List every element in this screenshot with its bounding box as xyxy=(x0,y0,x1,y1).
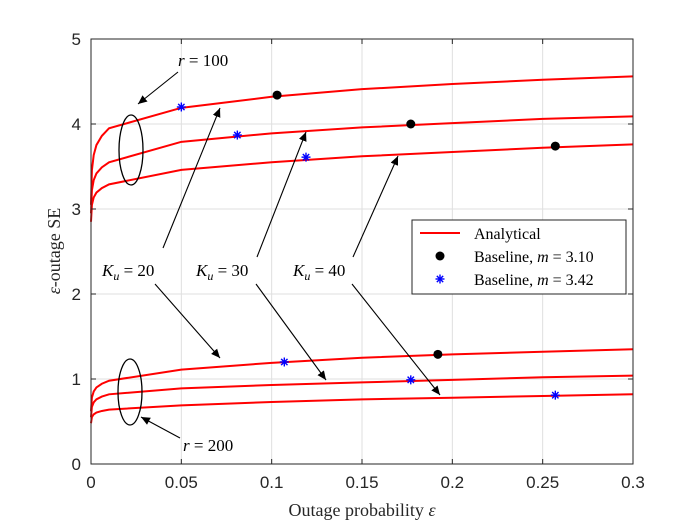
analytical-curve xyxy=(90,348,634,412)
analytical-curve xyxy=(90,374,634,418)
r200-group-ellipse xyxy=(117,358,143,426)
r200-arrow xyxy=(140,416,181,439)
ku20-arrow-down xyxy=(154,283,221,359)
legend-analytical-label: Analytical xyxy=(474,226,541,243)
ku30-label: Ku = 30 xyxy=(195,261,248,283)
y-axis-title: ε-outage SE xyxy=(44,208,64,295)
ku30-arrow-up xyxy=(256,131,307,258)
axis-ticks xyxy=(90,38,634,465)
x-tick-label: 0.05 xyxy=(165,473,198,492)
x-tick-label: 0.15 xyxy=(345,473,378,492)
legend-baseline-342-label: Baseline, m = 3.42 xyxy=(474,272,594,289)
baseline-310-point xyxy=(433,349,443,359)
r200-label: r = 200 xyxy=(183,436,233,455)
baseline-310-point xyxy=(272,90,282,100)
legend: Analytical Baseline, m = 3.10 Baseline, … xyxy=(411,219,627,295)
r100-group-ellipse xyxy=(118,114,144,186)
baseline-342-point xyxy=(406,375,416,385)
x-tick-label: 0.1 xyxy=(260,473,284,492)
baseline-342-point xyxy=(279,357,289,367)
x-tick-label: 0.3 xyxy=(621,473,645,492)
x-tick-label: 0.25 xyxy=(526,473,559,492)
ku20-arrow-up xyxy=(162,107,221,249)
analytical-curve xyxy=(90,115,634,214)
baseline-342-point xyxy=(550,390,560,400)
ku30-arrow-down xyxy=(255,283,327,381)
y-tick-label: 0 xyxy=(72,455,81,474)
x-tick-label: 0 xyxy=(86,473,95,492)
ku40-arrow-up xyxy=(352,155,399,258)
ku20-label: Ku = 20 xyxy=(101,261,154,283)
ku40-label: Ku = 40 xyxy=(292,261,345,283)
y-tick-label: 2 xyxy=(72,285,81,304)
baseline-310-point xyxy=(406,119,416,129)
analytical-curve xyxy=(90,393,634,424)
x-axis-title: Outage probability ε xyxy=(288,500,436,520)
x-tick-label: 0.2 xyxy=(441,473,465,492)
legend-baseline-310-label: Baseline, m = 3.10 xyxy=(474,249,594,266)
y-tick-label: 3 xyxy=(72,200,81,219)
y-tick-label: 1 xyxy=(72,370,81,389)
ku40-arrow-down xyxy=(351,283,441,396)
analytical-curves xyxy=(90,75,634,424)
baseline-markers xyxy=(176,90,560,400)
baseline-310-point xyxy=(550,141,560,151)
r100-arrow xyxy=(137,71,179,105)
r100-label: r = 100 xyxy=(178,51,228,70)
tick-labels: 0 0.05 0.1 0.15 0.2 0.25 0.3 0 1 2 3 4 5 xyxy=(72,30,645,492)
legend-asterisk-marker xyxy=(435,274,445,284)
baseline-342-point xyxy=(301,152,311,162)
analytical-curve xyxy=(90,143,634,222)
y-tick-label: 5 xyxy=(72,30,81,49)
analytical-curve xyxy=(90,75,634,205)
y-tick-label: 4 xyxy=(72,115,81,134)
legend-baseline-310-swatch xyxy=(435,251,445,261)
legend-baseline-342-swatch xyxy=(435,274,445,284)
baseline-342-point xyxy=(176,102,186,112)
baseline-342-point xyxy=(232,130,242,140)
